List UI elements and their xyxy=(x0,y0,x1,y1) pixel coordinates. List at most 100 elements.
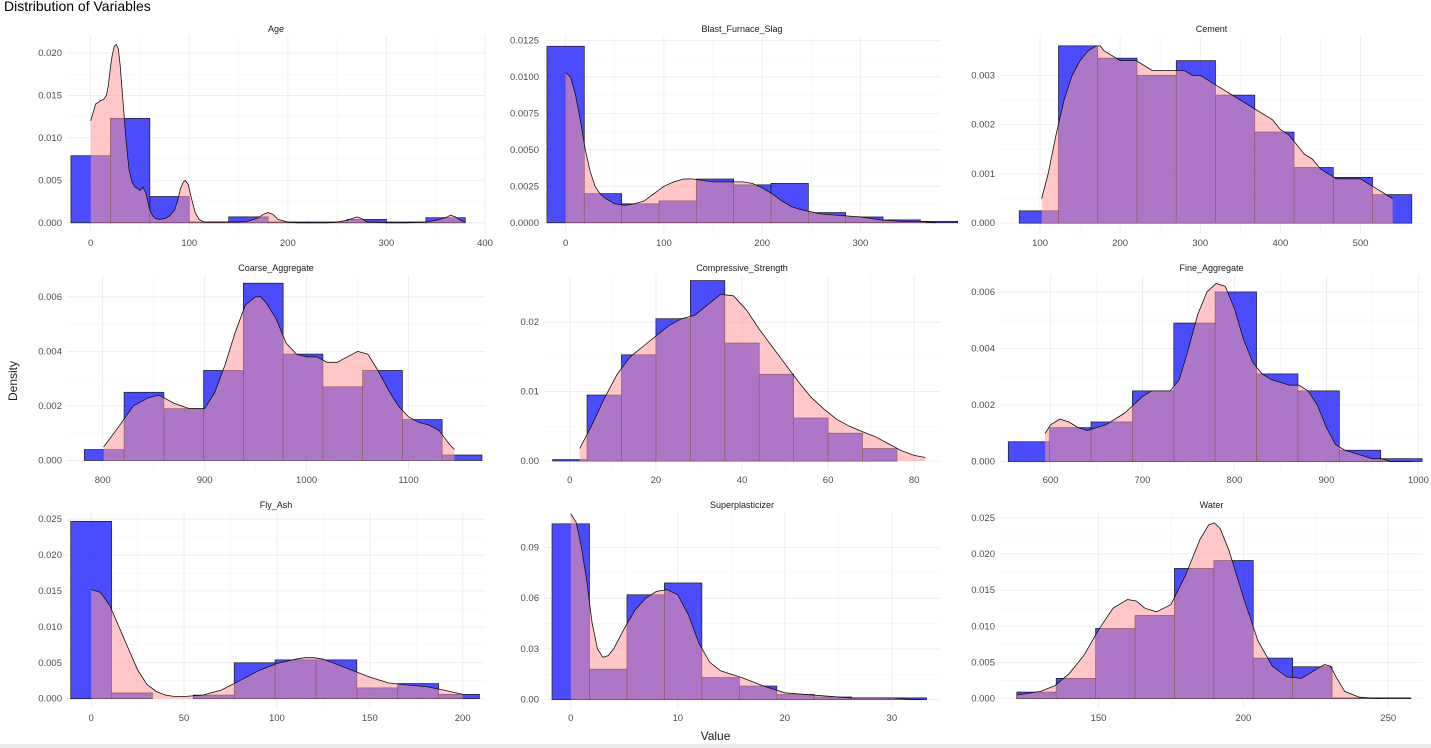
x-tick-label: 800 xyxy=(1227,475,1243,486)
x-tick-label: 500 xyxy=(1353,238,1369,249)
y-tick-label: 0.002 xyxy=(971,120,995,131)
y-tick-label: 0.0075 xyxy=(510,108,539,119)
y-tick-label: 0.0125 xyxy=(510,35,539,46)
density-line xyxy=(570,513,924,700)
y-tick-label: 0.010 xyxy=(971,621,995,632)
x-tick-label: 400 xyxy=(477,238,493,249)
panel-title: Cement xyxy=(1196,24,1228,34)
density-line xyxy=(1017,522,1380,699)
y-tick-label: 0.005 xyxy=(971,657,995,668)
panel-fine-aggregate: Fine_Aggregate 600 700 800 900 1000 0.000 0.002… xyxy=(971,263,1429,486)
density-area xyxy=(570,513,924,700)
y-tick-label: 0.025 xyxy=(38,514,62,525)
y-tick-label: 0.00 xyxy=(521,456,540,467)
x-tick-label: 200 xyxy=(754,238,770,249)
density-line xyxy=(565,72,937,224)
panel-title: Coarse_Aggregate xyxy=(238,263,314,273)
density-line xyxy=(90,43,466,224)
y-tick-label: 0.0050 xyxy=(510,145,539,156)
y-tick-label: 0.015 xyxy=(971,585,995,596)
density-line xyxy=(91,589,463,697)
y-tick-label: 0.004 xyxy=(38,346,62,357)
y-tick-label: 0.06 xyxy=(521,593,540,604)
density-line xyxy=(1044,283,1412,462)
x-tick-label: 900 xyxy=(1319,475,1335,486)
panel-blast-furnace-slag: Blast_Furnace_Slag 0 100 200 300 0.0000 0.0025… xyxy=(510,24,959,249)
density-area xyxy=(565,72,937,223)
panel-title: Compressive_Strength xyxy=(696,263,788,273)
x-axis-label: Value xyxy=(700,729,731,743)
x-tick-label: 900 xyxy=(197,475,213,486)
y-tick-label: 0.020 xyxy=(38,550,62,561)
panel-superplasticizer: Superplasticizer 0 10 20 30 0.00 0.03 0.06 0.09 xyxy=(521,500,940,724)
y-tick-label: 0.015 xyxy=(38,90,62,101)
density-line xyxy=(579,293,926,458)
panel-age: Age 0 100 200 300 400 0.000 0.005 0.010 0.015 0.02… xyxy=(38,24,493,249)
y-tick-label: 0.0000 xyxy=(510,218,539,229)
x-tick-label: 700 xyxy=(1135,475,1151,486)
x-tick-label: 100 xyxy=(181,238,197,249)
density-area xyxy=(1017,522,1380,699)
x-tick-label: 0 xyxy=(89,713,94,724)
density-line xyxy=(1041,45,1393,199)
x-tick-label: 100 xyxy=(656,238,672,249)
chart-title: Distribution of Variables xyxy=(4,0,151,14)
x-tick-label: 300 xyxy=(852,238,868,249)
x-tick-label: 1000 xyxy=(1408,475,1429,486)
y-tick-label: 0.09 xyxy=(521,542,540,553)
y-tick-label: 0.03 xyxy=(521,644,540,655)
y-tick-label: 0.0025 xyxy=(510,181,539,192)
y-tick-label: 0.020 xyxy=(971,549,995,560)
panel-cement: Cement 100 200 300 400 500 0.000 0.001 0.002 0.00… xyxy=(971,24,1423,249)
y-tick-label: 0.025 xyxy=(971,513,995,524)
x-tick-label: 100 xyxy=(269,713,285,724)
x-tick-label: 200 xyxy=(455,713,471,724)
x-tick-label: 1000 xyxy=(296,475,317,486)
y-tick-label: 0.000 xyxy=(971,457,995,468)
density-area xyxy=(579,294,926,461)
y-tick-label: 0.002 xyxy=(38,401,62,412)
x-tick-label: 100 xyxy=(1032,238,1048,249)
density-area xyxy=(1041,45,1393,224)
y-tick-label: 0.002 xyxy=(971,400,995,411)
x-tick-label: 50 xyxy=(179,713,190,724)
y-tick-label: 0.006 xyxy=(38,292,62,303)
y-tick-label: 0.003 xyxy=(971,70,995,81)
panel-title: Water xyxy=(1200,500,1224,510)
x-tick-label: 40 xyxy=(737,475,748,486)
y-tick-label: 0.010 xyxy=(38,133,62,144)
panel-title: Fine_Aggregate xyxy=(1179,263,1243,273)
density-line xyxy=(103,296,455,450)
y-tick-label: 0.020 xyxy=(38,48,62,59)
x-tick-label: 10 xyxy=(672,713,683,724)
histogram-bar xyxy=(1007,441,1051,462)
x-tick-label: 0 xyxy=(88,238,93,249)
density-area xyxy=(103,296,455,461)
y-tick-label: 0.006 xyxy=(971,287,995,298)
y-tick-label: 0.000 xyxy=(38,455,62,466)
x-tick-label: 400 xyxy=(1272,238,1288,249)
panel-title: Fly_Ash xyxy=(260,500,293,510)
x-tick-label: 0 xyxy=(567,475,572,486)
x-tick-label: 20 xyxy=(651,475,662,486)
x-tick-label: 200 xyxy=(1112,238,1128,249)
y-tick-label: 0.000 xyxy=(971,694,995,705)
density-area xyxy=(90,44,466,223)
x-tick-label: 0 xyxy=(568,713,573,724)
panel-title: Blast_Furnace_Slag xyxy=(701,24,782,34)
x-tick-label: 200 xyxy=(280,238,296,249)
panel-title: Age xyxy=(268,24,284,34)
y-tick-label: 0.000 xyxy=(971,218,995,229)
y-tick-label: 0.004 xyxy=(971,343,995,354)
y-tick-label: 0.015 xyxy=(38,586,62,597)
y-tick-label: 0.0100 xyxy=(510,72,539,83)
y-tick-label: 0.005 xyxy=(38,658,62,669)
x-tick-label: 250 xyxy=(1380,713,1396,724)
x-tick-label: 150 xyxy=(1091,713,1107,724)
bottom-scroll-edge xyxy=(0,744,1431,748)
x-tick-label: 0 xyxy=(563,238,568,249)
x-tick-label: 60 xyxy=(823,475,834,486)
panel-water: Water 150 200 250 0.000 0.005 0.010 0.015 0.020 0… xyxy=(971,500,1423,724)
y-tick-label: 0.005 xyxy=(38,175,62,186)
y-tick-label: 0.010 xyxy=(38,622,62,633)
